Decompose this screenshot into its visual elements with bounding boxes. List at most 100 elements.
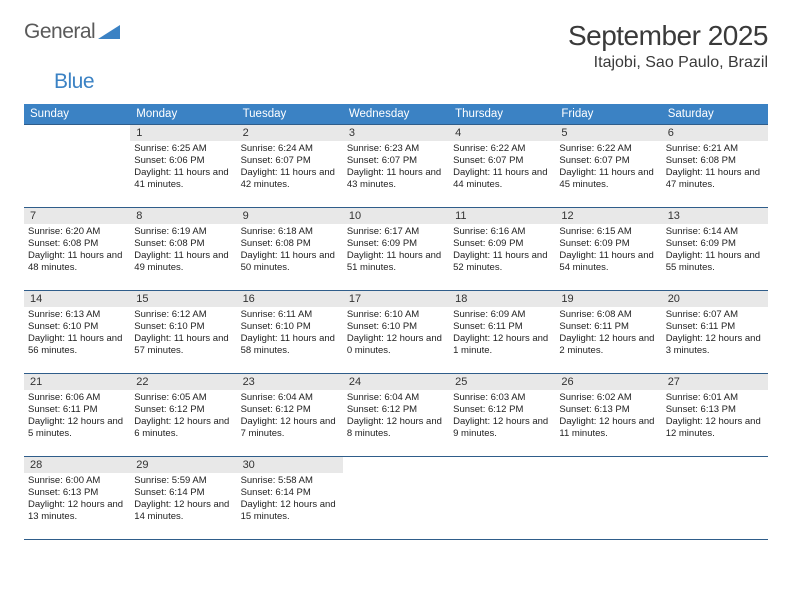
- day-header-thu: Thursday: [449, 104, 555, 125]
- logo-row2: Blue: [24, 70, 768, 94]
- logo-triangle-icon: [98, 25, 120, 41]
- sunset-text: Sunset: 6:09 PM: [453, 238, 551, 250]
- day-details: Sunrise: 6:08 AMSunset: 6:11 PMDaylight:…: [555, 307, 661, 360]
- daylight-text: Daylight: 12 hours and 13 minutes.: [28, 499, 126, 523]
- daylight-text: Daylight: 11 hours and 43 minutes.: [347, 167, 445, 191]
- title-block: September 2025 Itajobi, Sao Paulo, Brazi…: [568, 20, 768, 72]
- daylight-text: Daylight: 11 hours and 44 minutes.: [453, 167, 551, 191]
- sunrise-text: Sunrise: 6:12 AM: [134, 309, 232, 321]
- day-number: 20: [662, 291, 768, 307]
- day-details: Sunrise: 5:58 AMSunset: 6:14 PMDaylight:…: [237, 473, 343, 526]
- calendar-cell: 12Sunrise: 6:15 AMSunset: 6:09 PMDayligh…: [555, 208, 661, 291]
- sunrise-text: Sunrise: 5:58 AM: [241, 475, 339, 487]
- day-details: Sunrise: 6:12 AMSunset: 6:10 PMDaylight:…: [130, 307, 236, 360]
- sunset-text: Sunset: 6:10 PM: [28, 321, 126, 333]
- calendar-cell: 7Sunrise: 6:20 AMSunset: 6:08 PMDaylight…: [24, 208, 130, 291]
- calendar-row: 21Sunrise: 6:06 AMSunset: 6:11 PMDayligh…: [24, 374, 768, 457]
- calendar-table: Sunday Monday Tuesday Wednesday Thursday…: [24, 104, 768, 540]
- calendar-cell: [555, 457, 661, 540]
- day-header-fri: Friday: [555, 104, 661, 125]
- sunrise-text: Sunrise: 6:07 AM: [666, 309, 764, 321]
- sunrise-text: Sunrise: 6:21 AM: [666, 143, 764, 155]
- day-details: Sunrise: 5:59 AMSunset: 6:14 PMDaylight:…: [130, 473, 236, 526]
- calendar-cell: [24, 125, 130, 208]
- day-number: 16: [237, 291, 343, 307]
- calendar-cell: 15Sunrise: 6:12 AMSunset: 6:10 PMDayligh…: [130, 291, 236, 374]
- daylight-text: Daylight: 12 hours and 1 minute.: [453, 333, 551, 357]
- sunset-text: Sunset: 6:12 PM: [453, 404, 551, 416]
- daylight-text: Daylight: 11 hours and 50 minutes.: [241, 250, 339, 274]
- title-month: September 2025: [568, 20, 768, 52]
- calendar-cell: 6Sunrise: 6:21 AMSunset: 6:08 PMDaylight…: [662, 125, 768, 208]
- sunset-text: Sunset: 6:09 PM: [666, 238, 764, 250]
- day-details: Sunrise: 6:06 AMSunset: 6:11 PMDaylight:…: [24, 390, 130, 443]
- calendar-cell: 5Sunrise: 6:22 AMSunset: 6:07 PMDaylight…: [555, 125, 661, 208]
- calendar-cell: 17Sunrise: 6:10 AMSunset: 6:10 PMDayligh…: [343, 291, 449, 374]
- day-details: Sunrise: 6:02 AMSunset: 6:13 PMDaylight:…: [555, 390, 661, 443]
- calendar-cell: 1Sunrise: 6:25 AMSunset: 6:06 PMDaylight…: [130, 125, 236, 208]
- day-details: Sunrise: 6:19 AMSunset: 6:08 PMDaylight:…: [130, 224, 236, 277]
- sunset-text: Sunset: 6:08 PM: [241, 238, 339, 250]
- day-details: Sunrise: 6:18 AMSunset: 6:08 PMDaylight:…: [237, 224, 343, 277]
- logo: General: [24, 20, 120, 44]
- day-details: Sunrise: 6:03 AMSunset: 6:12 PMDaylight:…: [449, 390, 555, 443]
- calendar-cell: 14Sunrise: 6:13 AMSunset: 6:10 PMDayligh…: [24, 291, 130, 374]
- daylight-text: Daylight: 11 hours and 47 minutes.: [666, 167, 764, 191]
- day-details: Sunrise: 6:09 AMSunset: 6:11 PMDaylight:…: [449, 307, 555, 360]
- calendar-row: 14Sunrise: 6:13 AMSunset: 6:10 PMDayligh…: [24, 291, 768, 374]
- calendar-cell: 30Sunrise: 5:58 AMSunset: 6:14 PMDayligh…: [237, 457, 343, 540]
- sunset-text: Sunset: 6:09 PM: [347, 238, 445, 250]
- day-details: Sunrise: 6:21 AMSunset: 6:08 PMDaylight:…: [662, 141, 768, 194]
- sunset-text: Sunset: 6:12 PM: [241, 404, 339, 416]
- day-number: 27: [662, 374, 768, 390]
- page-header: General September 2025 Itajobi, Sao Paul…: [24, 20, 768, 72]
- day-number: 1: [130, 125, 236, 141]
- day-details: Sunrise: 6:00 AMSunset: 6:13 PMDaylight:…: [24, 473, 130, 526]
- daylight-text: Daylight: 11 hours and 45 minutes.: [559, 167, 657, 191]
- calendar-row: 28Sunrise: 6:00 AMSunset: 6:13 PMDayligh…: [24, 457, 768, 540]
- day-number: 12: [555, 208, 661, 224]
- day-number: 26: [555, 374, 661, 390]
- day-number: 7: [24, 208, 130, 224]
- logo-word-blue: Blue: [54, 70, 94, 94]
- calendar-head: Sunday Monday Tuesday Wednesday Thursday…: [24, 104, 768, 125]
- sunset-text: Sunset: 6:12 PM: [134, 404, 232, 416]
- calendar-cell: 25Sunrise: 6:03 AMSunset: 6:12 PMDayligh…: [449, 374, 555, 457]
- day-number: 8: [130, 208, 236, 224]
- daylight-text: Daylight: 11 hours and 49 minutes.: [134, 250, 232, 274]
- daylight-text: Daylight: 11 hours and 51 minutes.: [347, 250, 445, 274]
- logo-word-general: General: [24, 20, 95, 44]
- day-header-sun: Sunday: [24, 104, 130, 125]
- calendar-cell: 27Sunrise: 6:01 AMSunset: 6:13 PMDayligh…: [662, 374, 768, 457]
- calendar-cell: [449, 457, 555, 540]
- sunrise-text: Sunrise: 6:00 AM: [28, 475, 126, 487]
- daylight-text: Daylight: 12 hours and 11 minutes.: [559, 416, 657, 440]
- daylight-text: Daylight: 12 hours and 15 minutes.: [241, 499, 339, 523]
- calendar-cell: 21Sunrise: 6:06 AMSunset: 6:11 PMDayligh…: [24, 374, 130, 457]
- day-details: Sunrise: 6:16 AMSunset: 6:09 PMDaylight:…: [449, 224, 555, 277]
- day-details: Sunrise: 6:25 AMSunset: 6:06 PMDaylight:…: [130, 141, 236, 194]
- sunrise-text: Sunrise: 6:25 AM: [134, 143, 232, 155]
- daylight-text: Daylight: 11 hours and 54 minutes.: [559, 250, 657, 274]
- daylight-text: Daylight: 12 hours and 12 minutes.: [666, 416, 764, 440]
- calendar-cell: 22Sunrise: 6:05 AMSunset: 6:12 PMDayligh…: [130, 374, 236, 457]
- daylight-text: Daylight: 11 hours and 42 minutes.: [241, 167, 339, 191]
- sunset-text: Sunset: 6:08 PM: [666, 155, 764, 167]
- daylight-text: Daylight: 11 hours and 55 minutes.: [666, 250, 764, 274]
- calendar-cell: 3Sunrise: 6:23 AMSunset: 6:07 PMDaylight…: [343, 125, 449, 208]
- daylight-text: Daylight: 12 hours and 5 minutes.: [28, 416, 126, 440]
- calendar-cell: 11Sunrise: 6:16 AMSunset: 6:09 PMDayligh…: [449, 208, 555, 291]
- sunset-text: Sunset: 6:11 PM: [666, 321, 764, 333]
- day-number: 13: [662, 208, 768, 224]
- day-number: 18: [449, 291, 555, 307]
- sunset-text: Sunset: 6:07 PM: [559, 155, 657, 167]
- day-number: 17: [343, 291, 449, 307]
- sunset-text: Sunset: 6:10 PM: [134, 321, 232, 333]
- day-details: Sunrise: 6:14 AMSunset: 6:09 PMDaylight:…: [662, 224, 768, 277]
- daylight-text: Daylight: 12 hours and 3 minutes.: [666, 333, 764, 357]
- day-details: Sunrise: 6:20 AMSunset: 6:08 PMDaylight:…: [24, 224, 130, 277]
- day-number: 21: [24, 374, 130, 390]
- day-details: Sunrise: 6:15 AMSunset: 6:09 PMDaylight:…: [555, 224, 661, 277]
- calendar-cell: [662, 457, 768, 540]
- daylight-text: Daylight: 12 hours and 2 minutes.: [559, 333, 657, 357]
